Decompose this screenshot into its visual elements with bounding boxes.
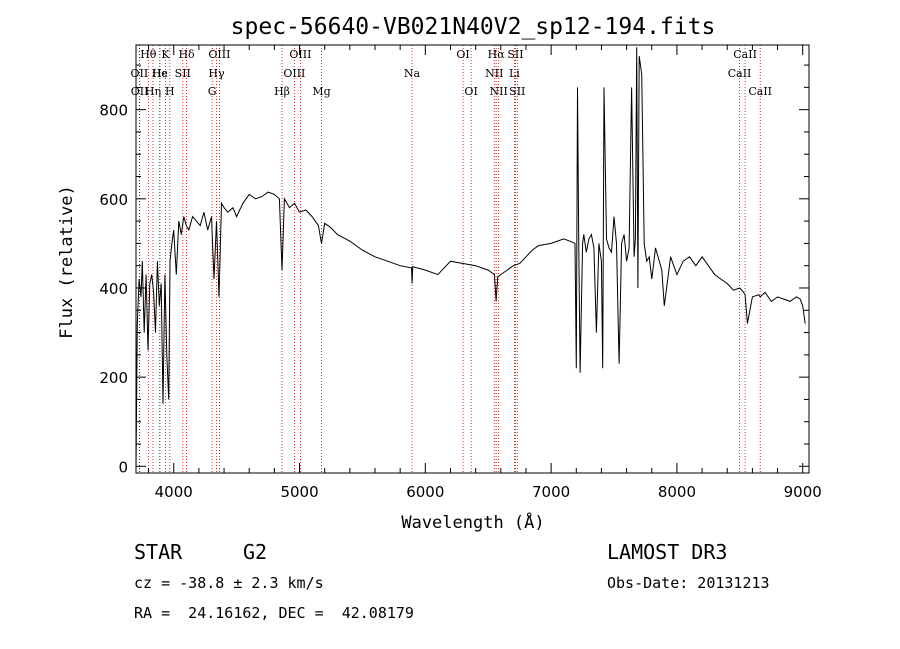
line-marker-label: Hη [145,85,161,98]
emission-line-markers [138,45,761,473]
line-marker-label: He [152,67,168,80]
y-axis-ticks: 0 200 400 600 800 [99,64,809,476]
line-marker-label: G [208,85,217,98]
survey-name: LAMOST DR3 [607,540,728,564]
line-marker-label: Hθ [140,48,157,61]
y-tick-label: 0 [118,458,128,476]
y-tick-label: 400 [99,280,128,298]
object-subclass: G2 [243,540,268,564]
line-marker-label: OII [131,67,149,80]
y-tick-label: 200 [99,369,128,387]
x-tick-label: 9000 [784,483,822,501]
line-marker-label: OIII [283,67,305,80]
line-marker-label: H [165,85,175,98]
object-class: STAR [134,540,183,564]
line-marker-label: OI [464,85,477,98]
line-marker-label: SII [175,67,191,80]
y-tick-label: 600 [99,191,128,209]
x-tick-label: 5000 [280,483,318,501]
x-axis-ticks: 4000 5000 6000 7000 8000 9000 [148,45,822,501]
line-marker-label: CaII [748,85,772,98]
line-marker-label: OI [456,48,469,61]
line-marker-label: OII [131,85,149,98]
line-marker-label: K [161,48,170,61]
redshift-velocity: cz = -38.8 ± 2.3 km/s [134,574,324,592]
line-marker-label: SII [509,85,525,98]
x-tick-label: 4000 [155,483,193,501]
line-marker-label: Na [404,67,421,80]
spectrum-line [135,47,806,471]
x-tick-label: 7000 [532,483,570,501]
plot-frame [135,44,810,474]
line-marker-label: NII [485,67,503,80]
line-marker-label: CaII [728,67,752,80]
line-marker-label: CaII [733,48,757,61]
line-marker-label: Hε [152,67,168,80]
line-marker-label: Li [509,67,520,80]
y-axis-label: Flux (relative) [57,185,77,339]
x-axis-label: Wavelength (Å) [401,511,544,533]
chart-title: spec-56640-VB021N40V2_sp12-194.fits [231,14,716,40]
line-marker-label: NII [490,85,508,98]
line-marker-label: SII [507,48,523,61]
line-marker-label: Hγ [208,67,225,80]
x-tick-label: 6000 [406,483,444,501]
line-marker-label: Mg [312,85,330,98]
line-marker-label: OIII [208,48,230,61]
line-marker-label: Hβ [274,85,290,98]
line-marker-label: Hα [488,48,506,61]
sky-coordinates: RA = 24.16162, DEC = 42.08179 [134,604,414,622]
x-tick-label: 8000 [658,483,696,501]
y-tick-label: 800 [99,102,128,120]
line-marker-label: OIII [289,48,311,61]
observation-date: Obs-Date: 20131213 [607,574,770,592]
line-marker-label: Hδ [178,48,195,61]
